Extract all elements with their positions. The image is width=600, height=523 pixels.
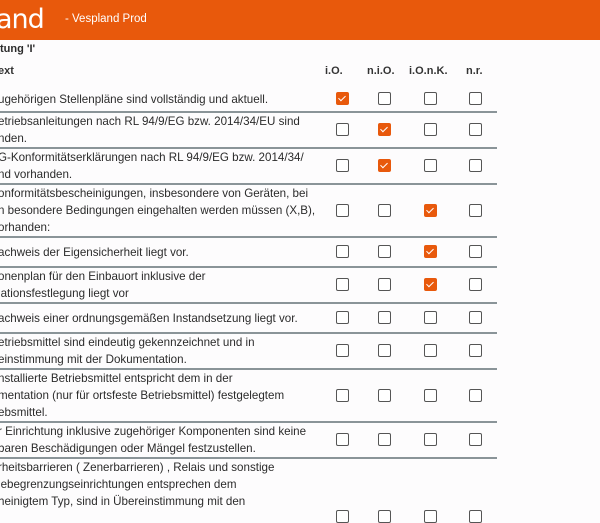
environment-label: - Vespland Prod [65,13,147,25]
row-text: onformitätsbescheinigungen, insbesondere… [0,187,316,234]
checklist-row: r Einrichtung inklusive zugehöriger Komp… [0,421,497,457]
checkbox-nio[interactable] [378,433,391,446]
checkbox-nr[interactable] [469,203,482,217]
checkbox-ionk[interactable] [424,344,437,357]
checklist-row: achweis der Eigensicherheit liegt vor. [0,236,497,266]
checkbox-nr[interactable] [469,344,482,357]
checkbox-io[interactable] [336,388,349,402]
checkbox-io[interactable] [336,510,349,523]
checkbox-nio[interactable] [378,159,391,172]
checkbox-nr[interactable] [469,123,482,136]
row-text: r Einrichtung inklusive zugehöriger Komp… [0,425,307,455]
checkbox-io[interactable] [336,245,349,258]
row-text: etriebsanleitungen nach RL 94/9/EG bzw. … [0,115,300,145]
checklist-table: ugehörigen Stellenpläne sind vollständig… [0,87,497,523]
checklist-row: onenplan für den Einbauort inklusive der… [0,266,497,302]
checkbox-nio[interactable] [378,388,391,402]
checklist-row: onformitätsbescheinigungen, insbesondere… [0,183,497,236]
checkbox-nio[interactable] [378,203,391,217]
checklist-row: etriebsanleitungen nach RL 94/9/EG bzw. … [0,111,497,147]
row-text: etriebsmittel sind eindeutig gekennzeich… [0,336,255,366]
checkbox-io[interactable] [336,159,349,172]
checkbox-nr[interactable] [469,388,482,402]
checklist-row: nstallierte Betriebsmittel entspricht de… [0,368,497,421]
checkbox-nio[interactable] [378,510,391,523]
checklist-row: rheitsbarrieren ( Zenerbarrieren) , Rela… [0,457,497,523]
checklist-row: achweis einer ordnungsgemäßen Instandset… [0,302,497,332]
checkbox-nio[interactable] [378,92,391,105]
checkbox-ionk[interactable] [424,388,437,402]
checkbox-nio[interactable] [378,123,391,136]
app-header: and - Vespland Prod [0,0,600,40]
row-text: onenplan für den Einbauort inklusive der… [0,270,206,300]
checkbox-ionk[interactable] [424,203,437,217]
checkbox-nr[interactable] [469,510,482,523]
row-text: rheitsbarrieren ( Zenerbarrieren) , Rela… [0,461,275,508]
column-header-text: ext [0,65,14,77]
row-text: ugehörigen Stellenpläne sind vollständig… [0,92,269,106]
checkbox-ionk[interactable] [424,92,437,105]
checkbox-ionk[interactable] [424,510,437,523]
checkbox-nio[interactable] [378,245,391,258]
checkbox-nr[interactable] [469,311,482,324]
column-header-ionk: i.O.n.K. [409,65,448,77]
checkbox-io[interactable] [336,344,349,357]
checkbox-nr[interactable] [469,92,482,105]
checklist-row: etriebsmittel sind eindeutig gekennzeich… [0,332,497,368]
checkbox-nr[interactable] [469,245,482,258]
row-text: achweis einer ordnungsgemäßen Instandset… [0,311,298,325]
checkbox-io[interactable] [336,203,349,217]
checkbox-nio[interactable] [378,278,391,291]
checkbox-nio[interactable] [378,311,391,324]
checklist-row: ugehörigen Stellenpläne sind vollständig… [0,87,497,111]
checkbox-io[interactable] [336,123,349,136]
checkbox-io[interactable] [336,278,349,291]
app-logo[interactable]: and [0,4,45,35]
row-text: achweis der Eigensicherheit liegt vor. [0,245,189,259]
checkbox-nr[interactable] [469,159,482,172]
checkbox-nr[interactable] [469,278,482,291]
checkbox-ionk[interactable] [424,123,437,136]
column-header-nr: n.r. [466,65,483,77]
checkbox-io[interactable] [336,433,349,446]
checkbox-ionk[interactable] [424,245,437,258]
section-title: tung 'I' [0,43,36,55]
checkbox-ionk[interactable] [424,278,437,291]
checkbox-io[interactable] [336,311,349,324]
checkbox-ionk[interactable] [424,159,437,172]
checkbox-io[interactable] [336,92,349,105]
row-text: nstallierte Betriebsmittel entspricht de… [0,372,285,419]
checkbox-nr[interactable] [469,433,482,446]
checkbox-ionk[interactable] [424,311,437,324]
checkbox-nio[interactable] [378,344,391,357]
column-header-nio: n.i.O. [367,65,395,77]
checkbox-ionk[interactable] [424,433,437,446]
checklist-row: G-Konformitätserklärungen nach RL 94/9/E… [0,147,497,183]
column-header-io: i.O. [325,65,343,77]
row-text: G-Konformitätserklärungen nach RL 94/9/E… [0,151,304,181]
